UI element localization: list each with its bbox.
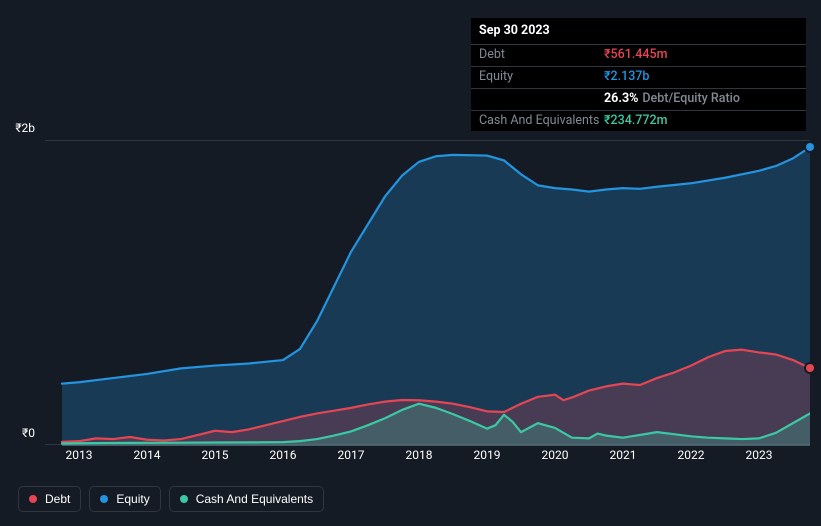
- x-axis-label: 2016: [270, 448, 297, 462]
- tooltip-row-ratio: 26.3%Debt/Equity Ratio: [471, 88, 806, 110]
- legend-item-equity[interactable]: Equity: [89, 486, 160, 512]
- tooltip-row-debt: Debt ₹561.445m: [471, 44, 806, 66]
- x-axis-label: 2020: [542, 448, 569, 462]
- y-axis-label: ₹0: [5, 426, 35, 440]
- chart-legend: Debt Equity Cash And Equivalents: [18, 486, 324, 512]
- tooltip-row-cash: Cash And Equivalents ₹234.772m: [471, 110, 806, 132]
- tooltip-label: [479, 91, 604, 108]
- series-end-marker: [806, 364, 814, 372]
- legend-label: Equity: [116, 492, 149, 506]
- x-axis-label: 2017: [338, 448, 365, 462]
- tooltip-label: Debt: [479, 47, 604, 64]
- tooltip-date: Sep 30 2023: [471, 18, 806, 44]
- tooltip-value: ₹234.772m: [604, 113, 668, 130]
- circle-icon: [180, 495, 188, 503]
- x-axis-label: 2021: [610, 448, 637, 462]
- x-axis-label: 2019: [474, 448, 501, 462]
- x-axis-label: 2023: [746, 448, 773, 462]
- tooltip-label: Equity: [479, 69, 604, 86]
- circle-icon: [29, 495, 37, 503]
- tooltip-value: ₹561.445m: [604, 47, 668, 64]
- circle-icon: [100, 495, 108, 503]
- tooltip-label: Cash And Equivalents: [479, 113, 604, 130]
- x-axis-label: 2013: [66, 448, 93, 462]
- tooltip-value: 26.3%Debt/Equity Ratio: [604, 91, 740, 108]
- legend-item-debt[interactable]: Debt: [18, 486, 81, 512]
- x-axis-label: 2014: [134, 448, 161, 462]
- legend-label: Debt: [45, 492, 70, 506]
- series-end-marker: [806, 143, 814, 151]
- y-axis-label: ₹2b: [5, 121, 35, 135]
- legend-label: Cash And Equivalents: [196, 492, 313, 506]
- chart: ₹2b ₹0: [20, 140, 810, 445]
- x-axis-label: 2022: [678, 448, 705, 462]
- chart-tooltip: Sep 30 2023 Debt ₹561.445m Equity ₹2.137…: [471, 18, 806, 131]
- x-axis-label: 2018: [406, 448, 433, 462]
- tooltip-row-equity: Equity ₹2.137b: [471, 66, 806, 88]
- x-axis-label: 2015: [202, 448, 229, 462]
- x-axis: 2013 2014 2015 2016 2017 2018 2019 2020 2021 2022…: [45, 448, 810, 468]
- chart-plot-area[interactable]: [45, 140, 810, 445]
- legend-item-cash[interactable]: Cash And Equivalents: [169, 486, 324, 512]
- tooltip-value: ₹2.137b: [604, 69, 649, 86]
